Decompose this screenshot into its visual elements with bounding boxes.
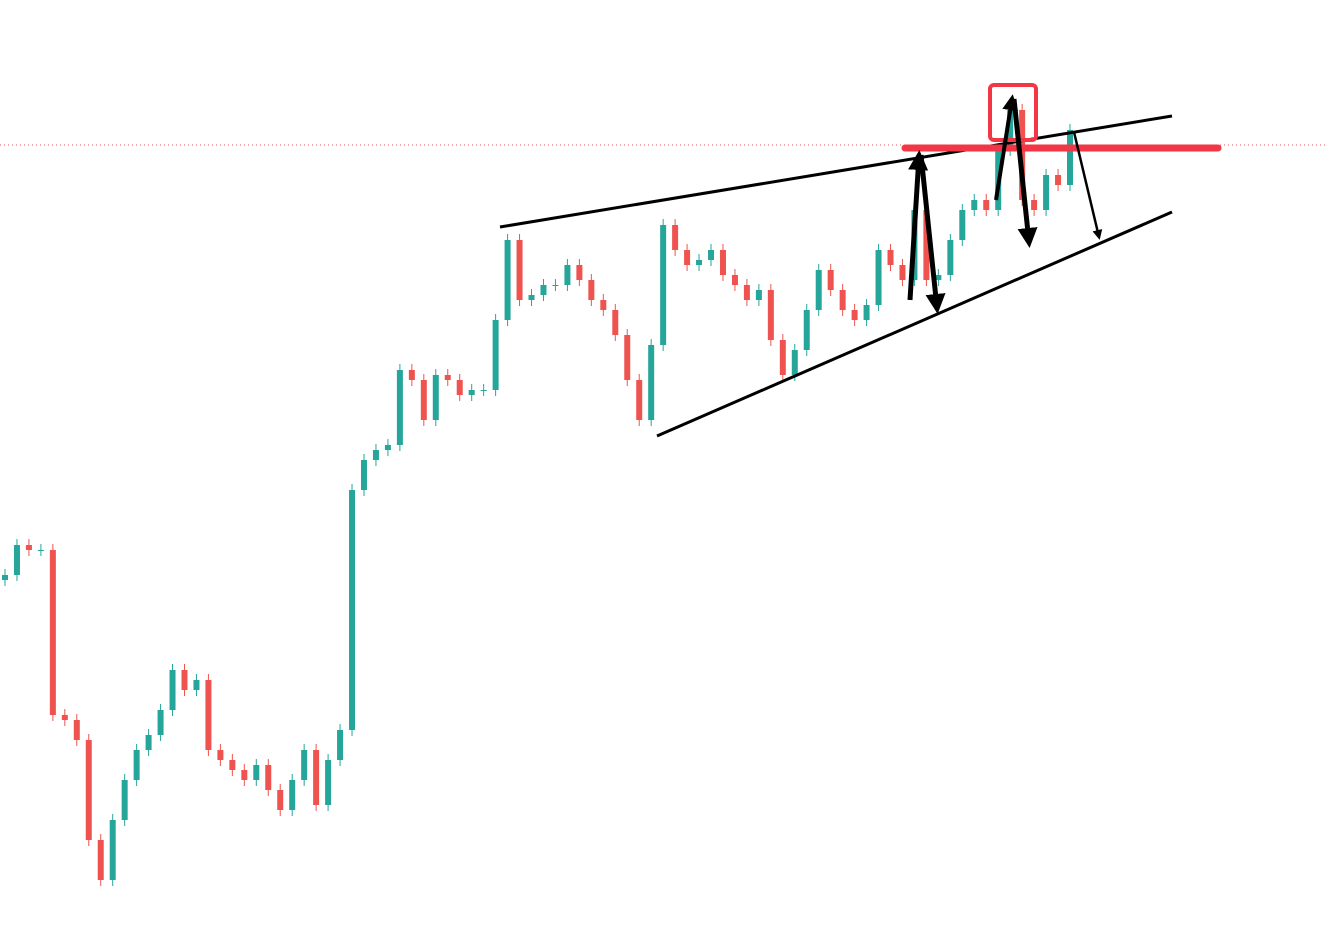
candle-body: [193, 680, 200, 690]
candle-body: [743, 285, 750, 300]
candle-body: [552, 285, 559, 286]
candle-body: [384, 445, 391, 450]
candle-body: [863, 305, 870, 320]
candle-body: [887, 250, 894, 265]
candle-body: [37, 550, 44, 551]
candle-body: [1007, 110, 1014, 150]
candle-body: [372, 450, 379, 460]
candle-body: [13, 545, 20, 575]
candle-body: [49, 550, 56, 715]
candle-body: [408, 370, 415, 380]
candle-body: [815, 270, 822, 310]
candle-body: [947, 240, 954, 275]
candle-body: [313, 750, 320, 805]
candle-body: [337, 730, 344, 760]
candle-body: [708, 250, 715, 260]
candle-body: [564, 265, 571, 285]
candle-body: [935, 275, 942, 280]
candle-body: [791, 350, 798, 375]
candle-body: [265, 765, 272, 790]
candle-body: [923, 210, 930, 280]
candle-body: [97, 840, 104, 880]
candle-body: [85, 740, 92, 840]
candle-body: [468, 390, 475, 395]
candle-body: [420, 380, 427, 420]
candle-body: [253, 765, 260, 780]
candle-body: [959, 210, 966, 240]
candle-body: [1031, 200, 1038, 210]
candle-body: [121, 780, 128, 820]
candle-body: [289, 780, 296, 810]
candle-body: [600, 300, 607, 310]
arrow: [1011, 98, 1038, 248]
candle-body: [73, 720, 80, 740]
candle-body: [755, 290, 762, 300]
candle-body: [851, 310, 858, 320]
candle-body: [624, 335, 631, 380]
candle-body: [360, 460, 367, 490]
candle-body: [516, 240, 523, 300]
candle-body: [157, 710, 164, 735]
candle-body: [875, 250, 882, 305]
candle-body: [301, 750, 308, 780]
candle-body: [767, 290, 774, 340]
candle-body: [444, 375, 451, 380]
arrow: [907, 150, 929, 301]
candle-body: [636, 380, 643, 420]
candle-body: [696, 260, 703, 265]
candle-body: [133, 750, 140, 780]
candle-body: [241, 770, 248, 780]
highlight-box: [988, 83, 1038, 142]
candle-body: [672, 225, 679, 250]
candle-body: [277, 790, 284, 810]
arrow: [1072, 131, 1103, 240]
candle-body: [612, 310, 619, 335]
candle-body: [899, 265, 906, 280]
candle-body: [349, 490, 356, 730]
candle-body: [588, 280, 595, 300]
upper-trendline: [499, 114, 1173, 229]
candle-body: [492, 320, 499, 390]
candle-body: [803, 310, 810, 350]
candle-body: [731, 275, 738, 285]
candle-body: [205, 680, 212, 750]
candle-body: [684, 250, 691, 265]
candle-body: [432, 375, 439, 420]
candle-body: [396, 370, 403, 445]
candle-body: [648, 345, 655, 420]
candle-body: [827, 270, 834, 290]
lower-trendline: [656, 210, 1173, 438]
candle-body: [181, 670, 188, 690]
candle-body: [576, 265, 583, 280]
candle-body: [325, 760, 332, 805]
candle-body: [719, 250, 726, 275]
candle-body: [1055, 175, 1062, 185]
candle-body: [25, 545, 32, 550]
candle-body: [145, 735, 152, 750]
candle-body: [779, 340, 786, 375]
candle-body: [839, 290, 846, 310]
arrow: [994, 94, 1019, 201]
candle-body: [169, 670, 176, 710]
candle-body: [217, 750, 224, 760]
candle-body: [480, 390, 487, 391]
candle-body: [660, 225, 667, 345]
candle-body: [1043, 175, 1050, 210]
candle-body: [229, 760, 236, 770]
candle-body: [504, 240, 511, 320]
candle-body: [1067, 130, 1073, 185]
arrow: [918, 154, 946, 314]
candle-body: [2, 575, 8, 580]
candle-body: [109, 820, 116, 880]
candle-body: [456, 380, 463, 395]
drawings: [499, 83, 1222, 438]
candle-body: [528, 295, 535, 300]
candle-body: [61, 715, 68, 720]
candle-body: [971, 200, 978, 210]
candle-body: [540, 285, 547, 295]
candle-body: [983, 200, 990, 210]
